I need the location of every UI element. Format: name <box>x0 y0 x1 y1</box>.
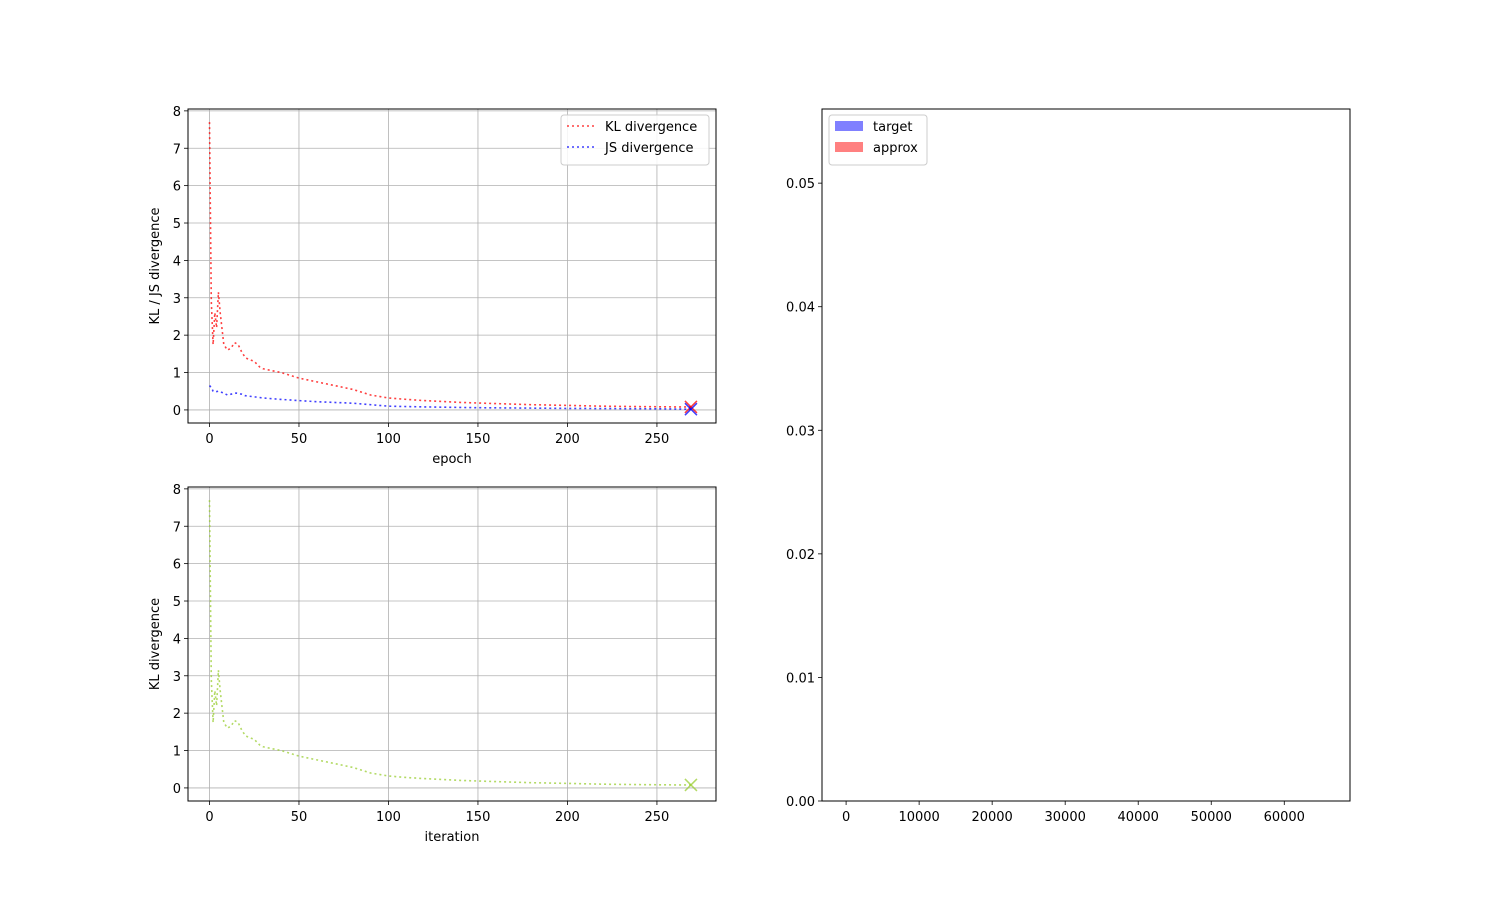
legend-label: JS divergence <box>604 141 694 156</box>
legend: KL divergence JS divergence <box>560 114 710 166</box>
y-ticks: 0 1 2 3 4 5 6 7 8 <box>173 105 188 419</box>
y-tick-label: 3 <box>173 670 181 685</box>
y-tick-label: 1 <box>173 367 181 382</box>
x-tick-label: 150 <box>466 432 491 447</box>
y-tick-label: 0.05 <box>786 177 815 192</box>
y-tick-label: 6 <box>173 558 181 573</box>
x-tick-label: 100 <box>376 432 401 447</box>
x-tick-label: 50000 <box>1191 810 1232 825</box>
x-tick-label: 100 <box>376 810 401 825</box>
plot-frame <box>821 108 1351 802</box>
end-marker-stroke <box>684 402 698 416</box>
kl-js-divergence-chart: 0 50 100 150 200 250 0 1 2 3 4 5 6 7 8 epoch KL / JS … <box>148 105 717 467</box>
y-tick-label: 4 <box>173 254 181 269</box>
y-tick-label: 2 <box>173 707 181 722</box>
end-marker-stroke <box>684 400 698 414</box>
y-tick-label: 7 <box>173 142 181 157</box>
x-ticks: 0 10000 20000 30000 40000 50000 60000 <box>842 801 1305 825</box>
kl-divergence-chart: 0 50 100 150 200 250 0 1 2 3 4 5 6 7 8 iteration KL d… <box>148 483 717 845</box>
x-tick-label: 10000 <box>898 810 939 825</box>
y-tick-label: 8 <box>173 105 181 120</box>
x-tick-label: 20000 <box>971 810 1012 825</box>
legend-label: approx <box>873 141 918 156</box>
y-tick-label: 0 <box>173 782 181 797</box>
y-tick-label: 3 <box>173 292 181 307</box>
x-tick-label: 0 <box>842 810 850 825</box>
y-tick-label: 0.02 <box>786 548 815 563</box>
series-group <box>208 500 698 792</box>
legend-label: KL divergence <box>605 120 697 135</box>
y-tick-label: 0.03 <box>786 424 815 439</box>
legend-box <box>560 114 710 166</box>
y-tick-label: 5 <box>173 217 181 232</box>
x-tick-label: 50 <box>291 432 308 447</box>
series-line-1 <box>208 385 691 410</box>
y-tick-label: 0.04 <box>786 301 815 316</box>
y-tick-label: 0.00 <box>786 795 815 810</box>
end-marker-0 <box>684 778 698 792</box>
y-tick-label: 7 <box>173 520 181 535</box>
plot-frame <box>187 486 717 802</box>
x-tick-label: 50 <box>291 810 308 825</box>
x-tick-label: 40000 <box>1118 810 1159 825</box>
x-tick-label: 250 <box>645 432 670 447</box>
y-tick-label: 0.01 <box>786 671 815 686</box>
x-tick-label: 0 <box>205 432 213 447</box>
y-tick-label: 5 <box>173 595 181 610</box>
y-tick-label: 2 <box>173 329 181 344</box>
y-ticks: 0 1 2 3 4 5 6 7 8 <box>173 483 188 797</box>
x-ticks: 0 50 100 150 200 250 <box>205 801 669 825</box>
x-tick-label: 200 <box>555 810 580 825</box>
grid-lines <box>188 487 716 801</box>
y-tick-label: 4 <box>173 632 181 647</box>
legend-swatch <box>835 142 863 152</box>
x-ticks: 0 50 100 150 200 250 <box>205 423 669 447</box>
x-tick-label: 60000 <box>1264 810 1305 825</box>
x-tick-label: 250 <box>645 810 670 825</box>
y-tick-label: 8 <box>173 483 181 498</box>
y-ticks: 0.00 0.01 0.02 0.03 0.04 0.05 <box>786 177 822 810</box>
distribution-histogram: 0 10000 20000 30000 40000 50000 60000 0.00 0.01… <box>786 108 1351 825</box>
x-tick-label: 30000 <box>1045 810 1086 825</box>
legend-label: target <box>873 120 913 135</box>
x-tick-label: 0 <box>205 810 213 825</box>
x-tick-label: 150 <box>466 810 491 825</box>
y-axis-label: KL / JS divergence <box>148 208 163 325</box>
y-tick-label: 0 <box>173 404 181 419</box>
series-group <box>208 122 698 416</box>
x-axis-label: epoch <box>432 452 472 467</box>
end-marker-1 <box>684 402 698 416</box>
x-axis-label: iteration <box>425 830 480 845</box>
legend-swatch <box>835 121 863 131</box>
y-tick-label: 6 <box>173 180 181 195</box>
end-marker-stroke <box>684 778 698 792</box>
y-axis-label: KL divergence <box>148 598 163 690</box>
y-tick-label: 1 <box>173 745 181 760</box>
plot-frame <box>187 108 717 424</box>
x-tick-label: 200 <box>555 432 580 447</box>
legend: target approx <box>828 114 928 166</box>
end-marker-0 <box>684 400 698 414</box>
